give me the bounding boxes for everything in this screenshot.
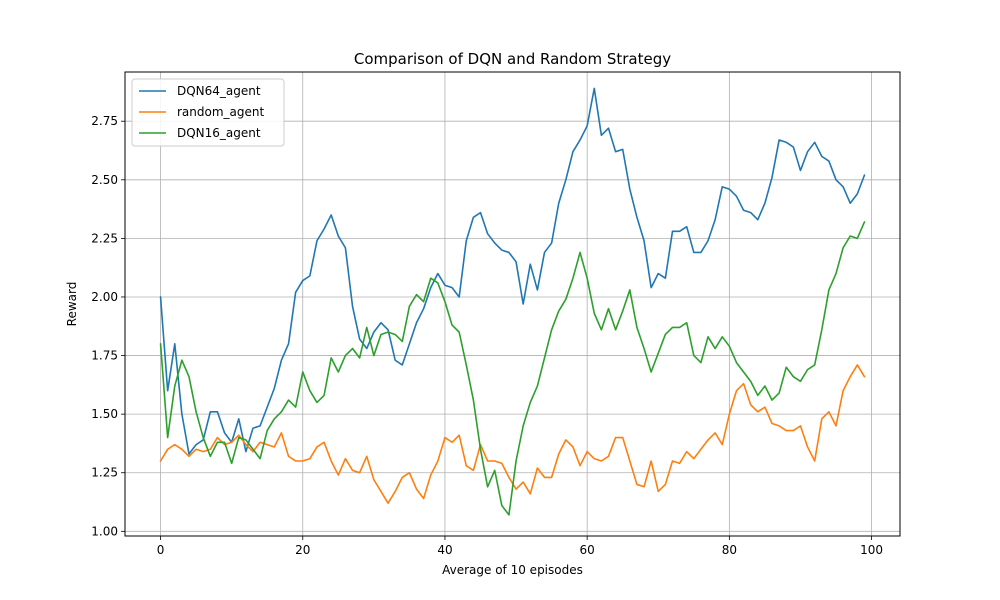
legend-label: DQN16_agent	[177, 126, 261, 140]
series-line-dqn16-agent	[159, 221, 866, 516]
y-tick-label: 1.25	[91, 466, 118, 480]
y-tick-label: 2.00	[91, 290, 118, 304]
x-tick-label: 40	[437, 543, 452, 557]
y-tick-label: 2.75	[91, 114, 118, 128]
legend-label: DQN64_agent	[177, 84, 261, 98]
x-tick-label: 0	[157, 543, 165, 557]
y-axis-title: Reward	[65, 282, 79, 327]
series-lines	[159, 87, 866, 516]
x-tick-label: 20	[295, 543, 310, 557]
legend-box	[131, 78, 285, 147]
y-tick-label: 1.00	[91, 524, 118, 538]
x-axis-title: Average of 10 episodes	[442, 563, 583, 577]
chart-title: Comparison of DQN and Random Strategy	[354, 50, 671, 68]
legend: DQN64_agent random_agent DQN16_agent	[131, 78, 285, 147]
series-line-dqn64-agent	[159, 87, 866, 455]
x-tick-label: 80	[722, 543, 737, 557]
x-tick-label: 60	[580, 543, 595, 557]
axis-ticks: 0 20 40 60 80 100 1.00 1.25 1.50 1.75 2.00 2.25 2.50…	[91, 114, 883, 557]
x-tick-label: 100	[860, 543, 883, 557]
y-tick-label: 2.50	[91, 173, 118, 187]
plot-frame	[124, 71, 901, 537]
y-tick-label: 2.25	[91, 231, 118, 245]
y-tick-label: 1.75	[91, 349, 118, 363]
legend-label: random_agent	[177, 105, 265, 119]
y-tick-label: 1.50	[91, 407, 118, 421]
